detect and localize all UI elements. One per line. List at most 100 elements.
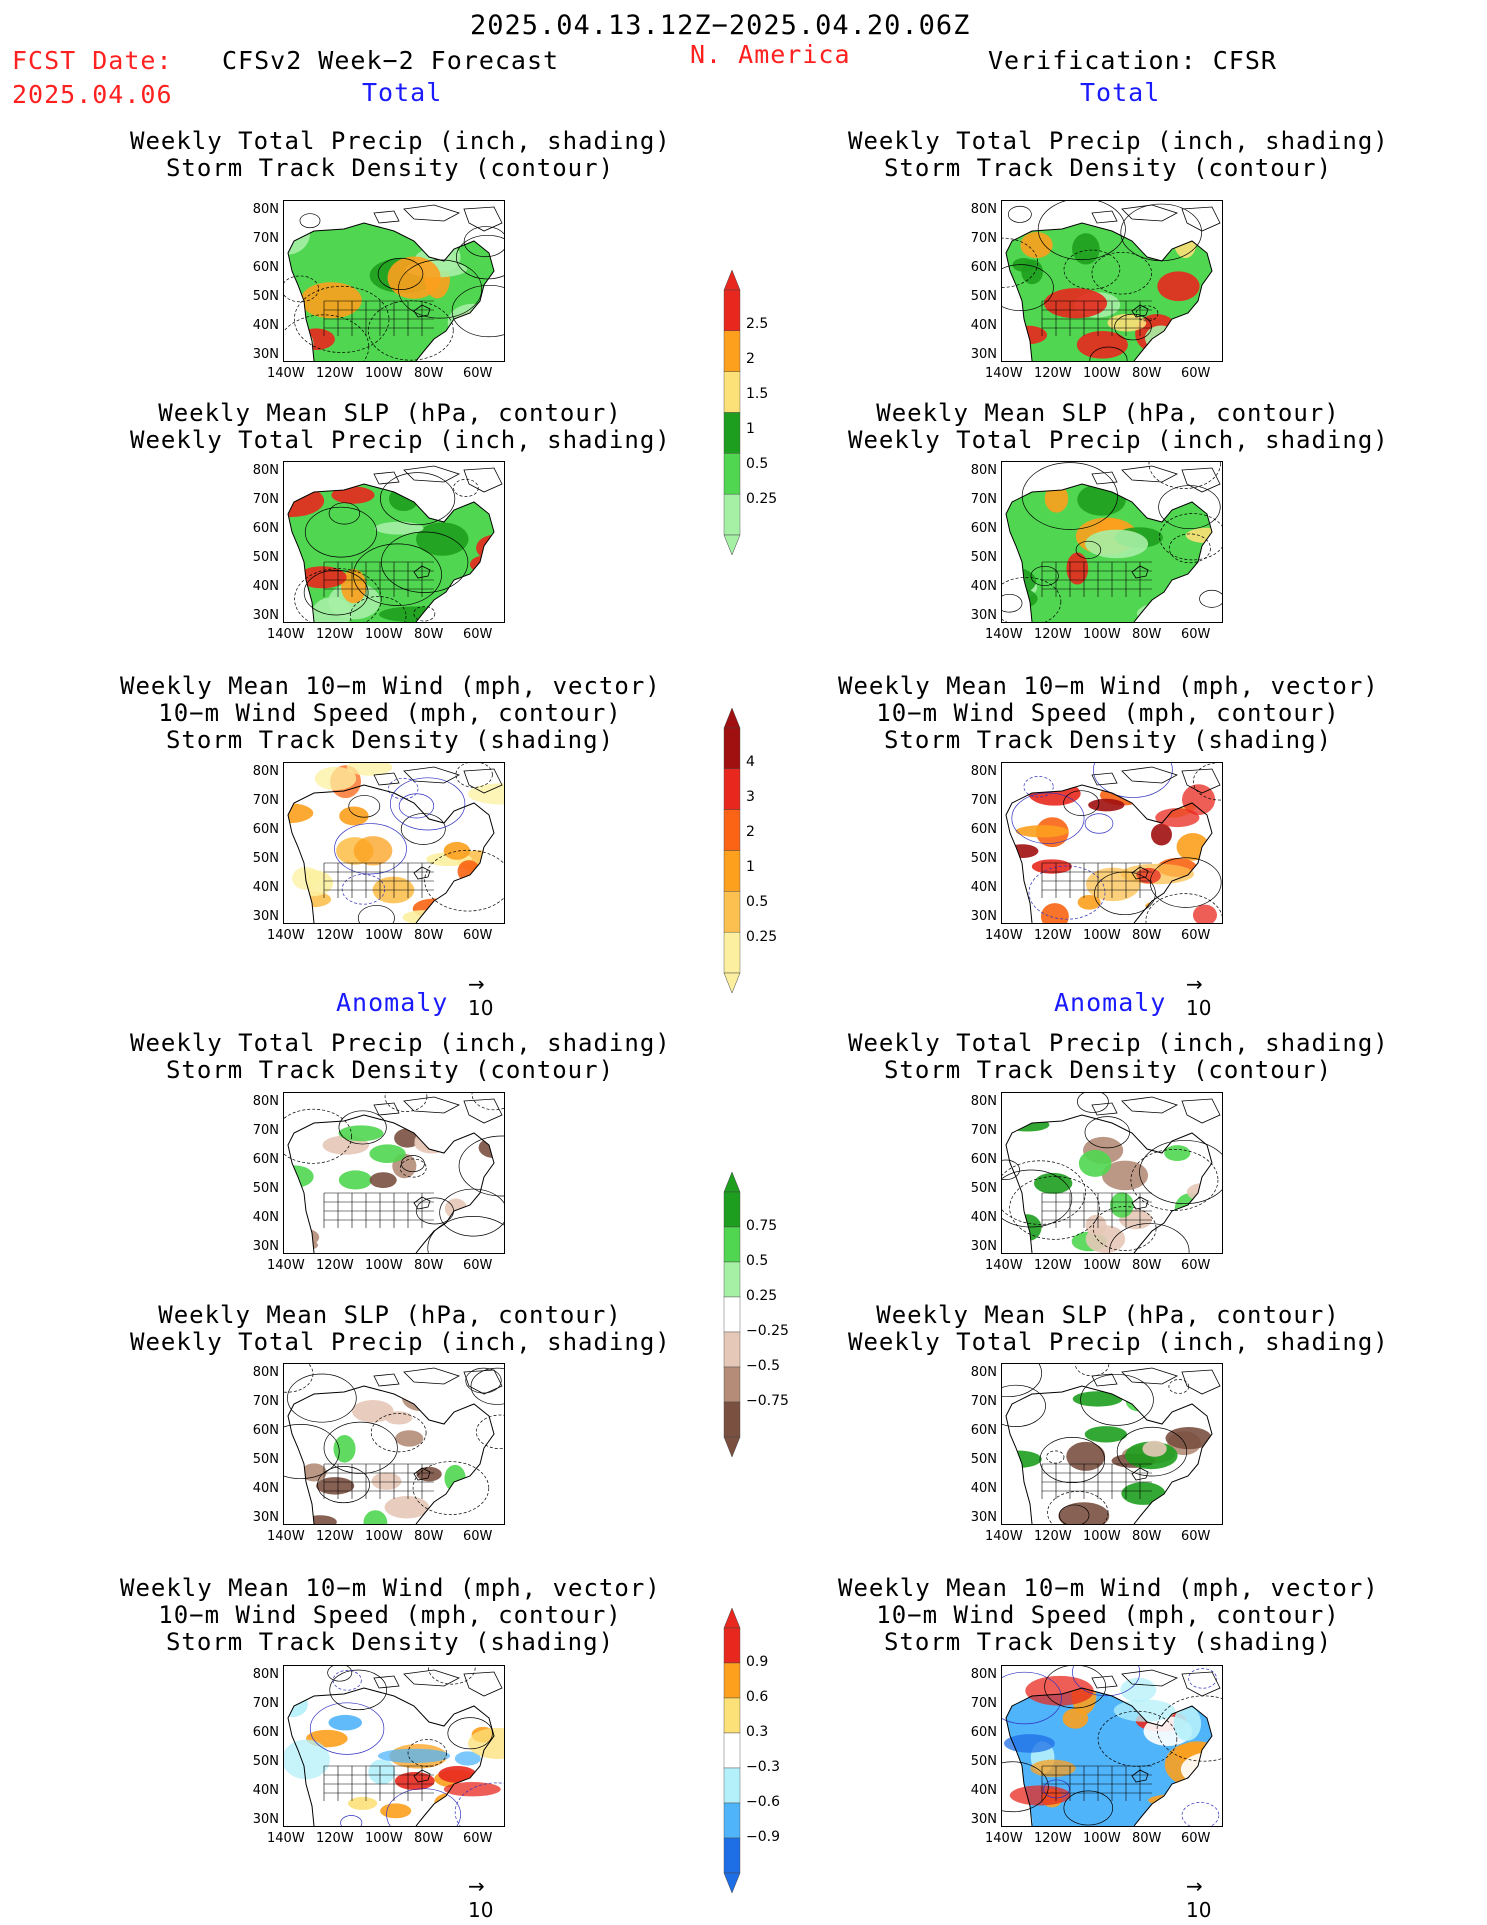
lat-tick-label: 30N (970, 347, 997, 362)
lat-tick-label: 60N (970, 822, 997, 837)
date-range-title: 2025.04.13.12Z−2025.04.20.06Z (470, 10, 971, 41)
lon-tick-label: 100W (1083, 1258, 1121, 1273)
fcst-date-value: 2025.04.06 (12, 80, 173, 109)
lat-tick-label: 80N (970, 764, 997, 779)
lon-tick-label: 100W (1083, 1831, 1121, 1846)
lon-tick-label: 60W (463, 1831, 493, 1846)
lon-tick-label: 60W (1181, 1529, 1211, 1544)
lat-tick-label: 80N (970, 1365, 997, 1380)
lat-tick-label: 30N (970, 1812, 997, 1827)
lat-tick-label: 50N (252, 550, 279, 565)
title-l2: Weekly Mean SLP (hPa, contour) Weekly To… (130, 399, 671, 454)
lon-tick-label: 120W (1034, 1831, 1072, 1846)
lat-tick-label: 70N (970, 1123, 997, 1138)
lat-tick-label: 60N (970, 1152, 997, 1167)
lon-tick-label: 60W (1181, 1258, 1211, 1273)
lat-tick-label: 30N (970, 1239, 997, 1254)
lon-tick-label: 100W (365, 1258, 403, 1273)
lon-tick-label: 140W (985, 1831, 1023, 1846)
map-canvas (1002, 462, 1222, 622)
title-r6: Weekly Mean 10−m Wind (mph, vector) 10−m… (838, 1574, 1379, 1656)
lat-tick-label: 30N (252, 1812, 279, 1827)
title-l5: Weekly Mean SLP (hPa, contour) Weekly To… (130, 1301, 671, 1356)
lon-tick-label: 140W (985, 1529, 1023, 1544)
model-title: CFSv2 Week−2 Forecast (222, 46, 560, 75)
lat-tick-label: 80N (252, 202, 279, 217)
lon-tick-label: 100W (365, 366, 403, 381)
colorbar-label: 2 (746, 351, 755, 367)
lat-tick-label: 70N (970, 492, 997, 507)
lon-tick-label: 60W (1181, 928, 1211, 943)
lon-tick-label: 120W (316, 1831, 354, 1846)
colorbar-label: 2.5 (746, 316, 769, 332)
map-frame (1001, 1092, 1223, 1254)
lat-tick-label: 60N (970, 521, 997, 536)
lon-tick-label: 120W (316, 366, 354, 381)
title-r3: Weekly Mean 10−m Wind (mph, vector) 10−m… (838, 672, 1379, 754)
lon-tick-label: 80W (1132, 928, 1162, 943)
lon-tick-label: 80W (414, 366, 444, 381)
left-total-label: Total (362, 78, 443, 107)
lon-tick-label: 100W (1083, 627, 1121, 642)
lon-tick-label: 60W (1181, 1831, 1211, 1846)
lat-tick-label: 70N (970, 1394, 997, 1409)
lon-tick-label: 80W (1132, 1529, 1162, 1544)
map-canvas (1002, 201, 1221, 361)
lon-tick-label: 120W (316, 1258, 354, 1273)
lat-tick-label: 80N (252, 764, 279, 779)
lat-tick-label: 70N (970, 231, 997, 246)
map-canvas (287, 465, 503, 622)
lon-tick-label: 80W (1132, 1258, 1162, 1273)
map-frame (1001, 461, 1223, 623)
lat-tick-label: 50N (970, 1754, 997, 1769)
colorbar-label: 0.6 (746, 1689, 769, 1705)
lat-tick-label: 70N (970, 793, 997, 808)
map-frame (1001, 1665, 1223, 1827)
lon-tick-label: 100W (365, 627, 403, 642)
lon-tick-label: 60W (463, 1258, 493, 1273)
map-canvas (1002, 1364, 1221, 1524)
lat-tick-label: 70N (252, 492, 279, 507)
lat-tick-label: 60N (252, 1152, 279, 1167)
lon-tick-label: 120W (1034, 366, 1072, 381)
lon-tick-label: 80W (1132, 366, 1162, 381)
lat-tick-label: 60N (252, 1725, 279, 1740)
map-frame (283, 461, 505, 623)
colorbar-label: −0.9 (746, 1829, 780, 1845)
vector-ref-l6: → 10 (468, 1874, 494, 1922)
lat-tick-label: 70N (970, 1696, 997, 1711)
lat-tick-label: 30N (970, 608, 997, 623)
colorbar-label: 4 (746, 754, 755, 770)
lat-tick-label: 80N (252, 1365, 279, 1380)
map-canvas (284, 1364, 504, 1524)
title-r4: Weekly Total Precip (inch, shading) Stor… (848, 1029, 1389, 1084)
lon-tick-label: 120W (316, 1529, 354, 1544)
lat-tick-label: 40N (252, 579, 279, 594)
lon-tick-label: 120W (316, 627, 354, 642)
lon-tick-label: 60W (1181, 366, 1211, 381)
map-canvas (284, 204, 504, 361)
lat-tick-label: 40N (970, 1481, 997, 1496)
lon-tick-label: 140W (267, 627, 305, 642)
lat-tick-label: 50N (252, 1754, 279, 1769)
lon-tick-label: 140W (985, 1258, 1023, 1273)
lat-tick-label: 30N (252, 347, 279, 362)
lat-tick-label: 80N (970, 1094, 997, 1109)
lon-tick-label: 80W (414, 1831, 444, 1846)
map-canvas (1002, 1666, 1222, 1826)
map-frame (283, 200, 505, 362)
colorbar-label: 0.25 (746, 491, 778, 507)
lat-tick-label: 60N (252, 1423, 279, 1438)
lat-tick-label: 60N (252, 260, 279, 275)
map-canvas (284, 1093, 504, 1253)
title-r5: Weekly Mean SLP (hPa, contour) Weekly To… (848, 1301, 1389, 1356)
lon-tick-label: 100W (365, 1831, 403, 1846)
colorbar-label: 0.25 (746, 1288, 778, 1304)
lat-tick-label: 50N (970, 1181, 997, 1196)
title-l1: Weekly Total Precip (inch, shading) Stor… (130, 127, 671, 182)
lat-tick-label: 40N (252, 1783, 279, 1798)
map-canvas (1005, 763, 1222, 923)
lat-tick-label: 80N (970, 202, 997, 217)
verification-title: Verification: CFSR (988, 46, 1277, 75)
colorbar-label: 0.5 (746, 1253, 769, 1269)
